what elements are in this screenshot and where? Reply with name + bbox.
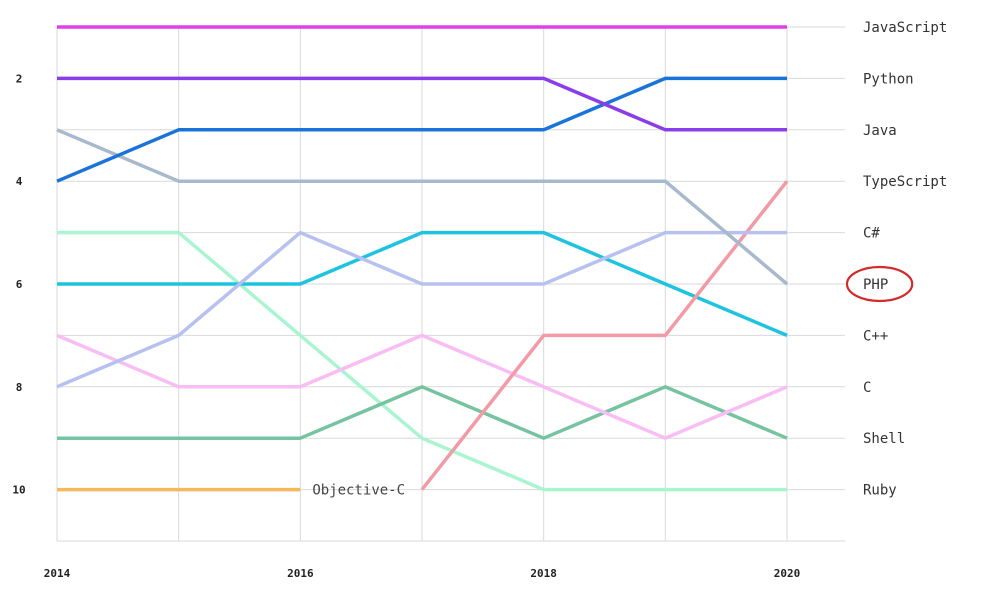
x-tick-label: 2016: [287, 567, 314, 580]
right-label-java: Java: [863, 123, 897, 139]
right-label-shell: Shell: [863, 431, 905, 447]
y-tick-label: 6: [16, 278, 23, 291]
series-line-python: [57, 76, 787, 132]
series-line-c: [56, 333, 788, 440]
chart-labels: 2014 2016 2018 2020 2 4 6 8 10 JavaScript Python Ja…: [12, 20, 947, 580]
right-label-typescript: TypeScript: [863, 174, 947, 190]
y-tick-label: 10: [12, 484, 25, 497]
series-line-typescript: [56, 128, 789, 286]
series-line-java: [56, 76, 787, 183]
x-tick-label: 2014: [44, 567, 71, 580]
right-label-ruby: Ruby: [863, 483, 897, 499]
series-line-cplusplus: [57, 230, 788, 338]
series-line-csharp: [56, 230, 787, 389]
y-tick-label: 2: [16, 72, 23, 85]
right-label-php: PHP: [863, 277, 888, 293]
right-label-javascript: JavaScript: [863, 20, 947, 36]
right-label-c: C: [863, 380, 871, 396]
y-tick-label: 8: [16, 381, 23, 394]
right-label-python: Python: [863, 71, 914, 87]
highlight-ellipse: [845, 265, 914, 303]
y-tick-label: 4: [16, 175, 23, 188]
x-tick-label: 2018: [530, 567, 557, 580]
annotation-objective-c: Objective-C: [312, 483, 405, 499]
series-line-php: [420, 180, 789, 491]
right-label-cplusplus: C++: [863, 328, 888, 344]
x-tick-label: 2020: [774, 567, 801, 580]
series-line-shell: [57, 385, 788, 440]
series-line-ruby: [57, 230, 787, 492]
chart-series: [56, 25, 789, 492]
right-label-csharp: C#: [863, 226, 880, 242]
